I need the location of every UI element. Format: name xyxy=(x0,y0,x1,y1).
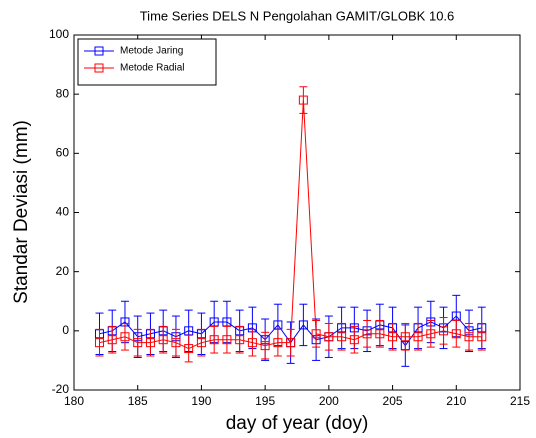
x-tick-label: 180 xyxy=(64,394,84,408)
error-bar xyxy=(261,331,270,360)
y-tick-label: 60 xyxy=(56,146,70,160)
error-bar xyxy=(414,322,423,351)
marker xyxy=(349,335,359,345)
marker xyxy=(298,320,308,330)
error-bar xyxy=(312,319,321,348)
error-bar xyxy=(171,328,180,357)
legend-label: Metode Jaring xyxy=(120,46,183,57)
marker xyxy=(120,332,130,342)
marker xyxy=(196,338,206,348)
y-tick-label: -20 xyxy=(52,382,70,396)
marker xyxy=(209,335,219,345)
marker xyxy=(477,332,487,342)
error-bar xyxy=(235,325,244,354)
error-bar xyxy=(248,328,257,357)
error-bar xyxy=(363,319,372,348)
legend-label: Metode Radial xyxy=(120,63,184,74)
marker xyxy=(273,338,283,348)
error-bar xyxy=(133,328,142,357)
marker xyxy=(222,335,232,345)
error-bar xyxy=(350,325,359,354)
error-bar xyxy=(388,322,397,351)
marker xyxy=(388,332,398,342)
error-bar xyxy=(452,319,461,348)
error-bar xyxy=(184,334,193,363)
x-tick-label: 185 xyxy=(128,394,148,408)
marker xyxy=(158,335,168,345)
marker xyxy=(337,332,347,342)
x-tick-label: 195 xyxy=(255,394,275,408)
marker xyxy=(184,344,194,354)
marker xyxy=(133,338,143,348)
marker xyxy=(298,95,308,105)
y-tick-label: 40 xyxy=(56,205,70,219)
error-bar xyxy=(210,325,219,354)
error-bar xyxy=(465,322,474,351)
y-tick-label: 20 xyxy=(56,264,70,278)
marker xyxy=(451,329,461,339)
error-bar xyxy=(273,328,282,357)
x-tick-label: 205 xyxy=(383,394,403,408)
error-bar xyxy=(375,319,384,348)
marker xyxy=(362,329,372,339)
error-bar xyxy=(477,322,486,351)
y-axis-label: Standar Deviasi (mm) xyxy=(11,120,32,304)
error-bar xyxy=(222,325,231,354)
marker xyxy=(260,341,270,351)
marker xyxy=(400,332,410,342)
error-bar xyxy=(197,328,206,357)
x-axis-label: day of year (doy) xyxy=(226,413,369,434)
marker xyxy=(426,329,436,339)
error-bar xyxy=(286,328,295,357)
x-tick-label: 215 xyxy=(510,394,530,408)
legend-marker xyxy=(94,46,104,56)
marker xyxy=(324,332,334,342)
marker xyxy=(247,338,257,348)
x-tick-label: 190 xyxy=(191,394,211,408)
error-bar xyxy=(299,86,308,114)
error-bar xyxy=(95,328,104,357)
marker xyxy=(375,329,385,339)
chart-title: Time Series DELS N Pengolahan GAMIT/GLOB… xyxy=(140,8,455,23)
marker xyxy=(286,338,296,348)
marker xyxy=(171,338,181,348)
legend-marker xyxy=(94,63,104,73)
error-bar xyxy=(426,319,435,348)
error-bar xyxy=(324,322,333,351)
y-tick-label: 80 xyxy=(56,86,70,100)
marker xyxy=(235,335,245,345)
x-tick-label: 210 xyxy=(446,394,466,408)
error-bar xyxy=(159,325,168,354)
y-tick-label: 0 xyxy=(62,323,69,337)
marker xyxy=(145,338,155,348)
error-bar xyxy=(299,303,308,347)
error-bar xyxy=(120,322,129,351)
plot-frame xyxy=(73,34,521,391)
error-bar xyxy=(108,325,117,354)
error-bar xyxy=(401,322,410,351)
error-bar xyxy=(439,317,448,345)
marker xyxy=(464,332,474,342)
marker xyxy=(311,329,321,339)
error-bar xyxy=(337,322,346,351)
marker xyxy=(107,335,117,345)
error-bar xyxy=(146,328,155,357)
marker xyxy=(413,332,423,342)
marker xyxy=(94,338,104,348)
marker xyxy=(439,326,449,336)
x-tick-label: 200 xyxy=(319,394,339,408)
y-tick-label: 100 xyxy=(49,27,69,41)
